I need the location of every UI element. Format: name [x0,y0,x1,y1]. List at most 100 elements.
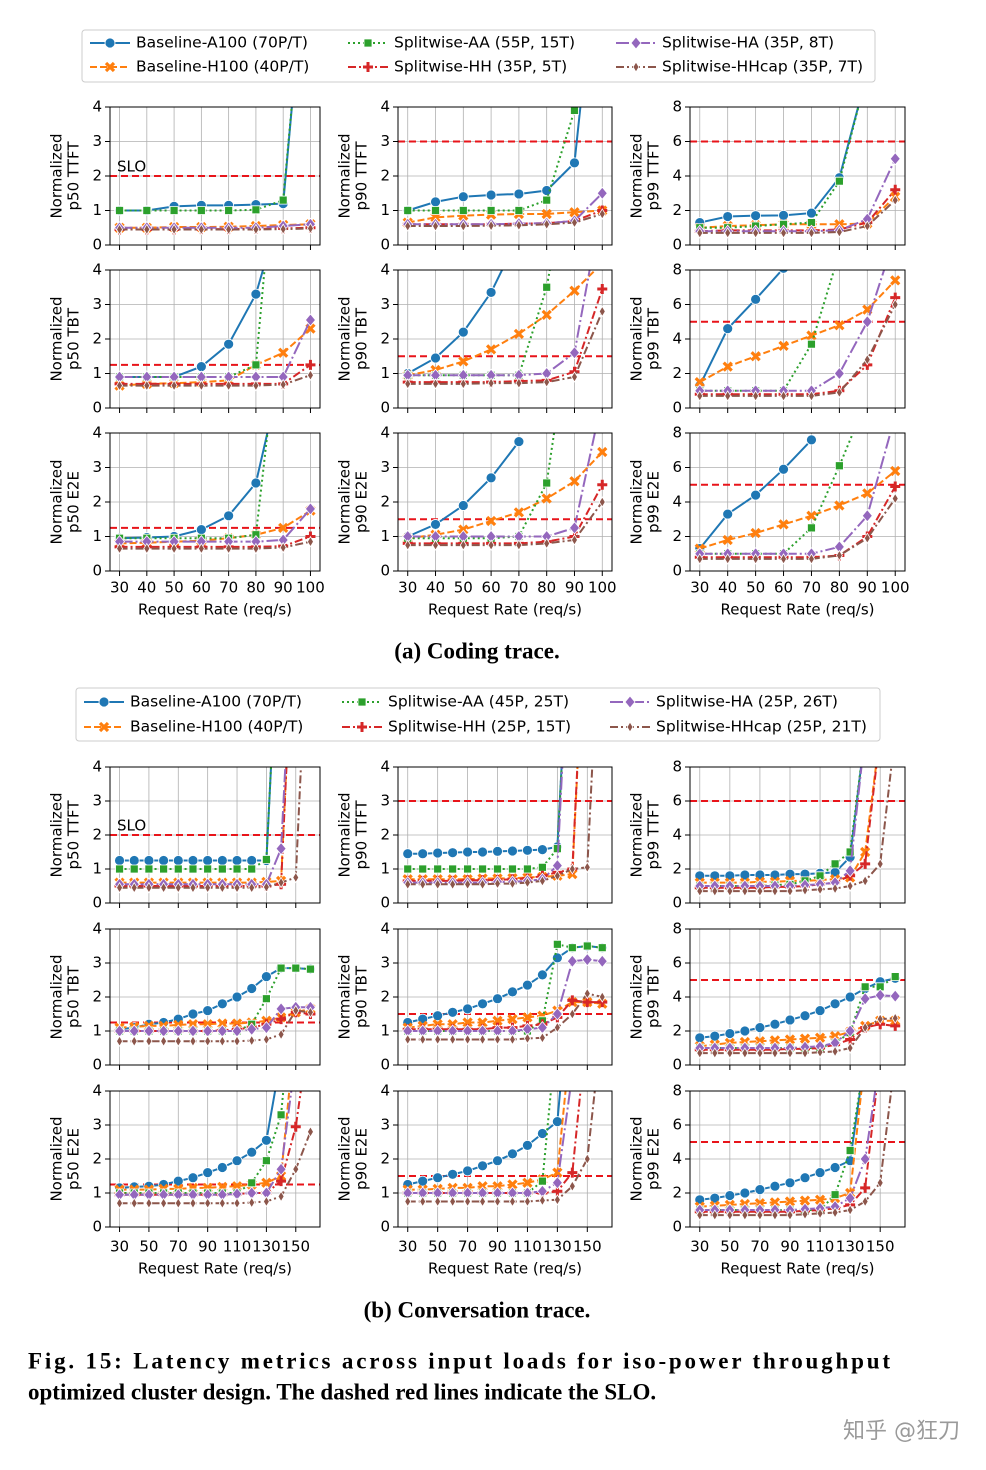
y-tick-label: 6 [672,792,682,810]
data-point [582,941,592,951]
data-point [291,963,301,973]
data-point [739,1187,751,1199]
axes-frame [397,1090,613,1228]
data-point [722,534,733,546]
data-point [247,864,257,874]
data-point [874,988,886,1002]
data-point [278,347,289,358]
data-point [225,542,233,555]
plot [690,1091,905,1221]
data-point [479,878,487,891]
data-point [457,326,469,338]
data-point [260,971,272,982]
data-point [492,1015,503,1026]
data-point [750,294,762,305]
data-point [860,1182,871,1193]
data-point [541,309,552,320]
data-point [278,522,289,534]
legend-label: Baseline-A100 (70P/T) [130,693,302,711]
data-point [160,1035,168,1047]
data-point [694,1032,706,1044]
data-point [859,1152,871,1166]
legend-box [75,687,881,742]
data-point [537,844,548,855]
data-point [784,1034,796,1045]
y-axis-label: p50 E2E [65,1128,83,1190]
data-point [160,881,168,894]
legend-label: Splitwise-HA (25P, 26T) [656,693,838,711]
y-axis-label: p90 E2E [353,1128,371,1190]
data-point [711,1047,719,1059]
data-point [202,1005,214,1016]
data-point [432,539,439,551]
series-line [119,107,293,212]
data-point [891,1012,899,1025]
data-point [279,223,287,235]
data-point [304,313,316,327]
data-point [252,542,260,555]
data-point [756,1047,764,1059]
data-point [863,220,871,232]
data-point [449,1033,457,1046]
x-tick-label: 110 [806,1238,835,1256]
x-axis-label: Request Rate (req/s) [138,601,292,619]
data-point [830,1190,840,1200]
data-point [816,883,824,896]
axes-frame [109,106,321,246]
y-tick-label: 4 [672,826,682,844]
data-point [891,492,899,505]
legend-label: Splitwise-AA (55P, 15T) [394,34,575,52]
data-point [434,878,442,891]
x-tick-label: 100 [588,579,617,597]
legend-label: Splitwise-HA (35P, 8T) [662,34,834,52]
legend-marker [98,696,110,708]
y-tick-label: 6 [672,458,682,476]
data-point [447,1006,459,1018]
y-tick-label: 3 [92,132,102,150]
plot [398,107,612,232]
data-point [430,196,441,208]
data-point [462,846,473,858]
data-point [292,871,300,884]
data-point [570,107,579,115]
data-point [404,1195,412,1208]
data-point [553,1194,561,1206]
plot [110,270,320,392]
data-point [597,446,608,458]
data-point [251,530,261,540]
data-point [724,553,732,565]
data-point [479,1195,487,1208]
data-point [814,1167,826,1178]
y-axis-label: Normalized [628,1116,646,1201]
plot [690,270,905,402]
data-point [542,478,552,488]
data-point [195,361,207,372]
data-point [538,875,546,887]
figure-caption: Fig. 15: Latency metrics across input lo… [28,1348,890,1373]
plot [110,1091,320,1209]
data-point [890,481,901,492]
y-axis-label: p99 TBT [645,307,663,370]
data-point [419,1195,427,1208]
y-tick-label: 4 [672,330,682,348]
y-tick-label: 2 [672,860,682,878]
data-point [115,206,124,215]
y-axis-label: Normalized [628,296,646,381]
data-point [542,282,552,292]
data-point [464,1195,472,1208]
data-point [306,1126,314,1138]
legend-marker [104,61,116,73]
x-tick-label: 50 [720,1238,739,1256]
data-point [863,532,871,545]
data-point [816,1207,824,1220]
legend-marker [363,38,373,48]
data-point [507,1013,518,1025]
data-point [726,1209,734,1221]
data-point [170,379,178,392]
x-axis-label: Request Rate (req/s) [428,1260,582,1278]
data-point [290,1121,301,1132]
data-point [769,1035,781,1046]
data-point [279,541,287,554]
data-point [569,476,580,487]
data-point [487,539,495,551]
